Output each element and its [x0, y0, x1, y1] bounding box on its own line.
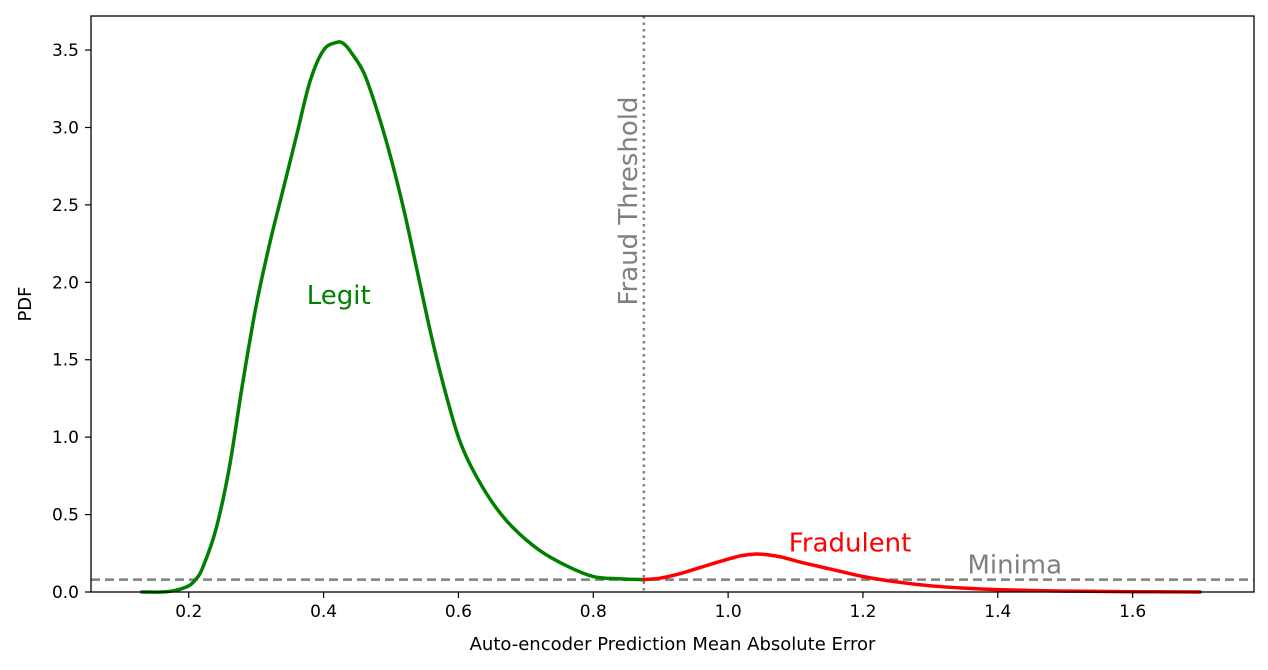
x-tick-label: 1.6: [1119, 602, 1146, 622]
y-tick-label: 3.0: [52, 118, 79, 138]
x-tick-label: 0.6: [445, 602, 472, 622]
x-axis-label: Auto-encoder Prediction Mean Absolute Er…: [470, 634, 876, 655]
x-tick-label: 0.8: [580, 602, 607, 622]
y-tick-label: 2.5: [52, 196, 79, 216]
x-tick-label: 1.4: [984, 602, 1011, 622]
x-tick-label: 1.0: [715, 602, 742, 622]
legit-annotation: Legit: [307, 281, 371, 311]
fradulent-annotation: Fradulent: [789, 529, 912, 559]
minima-annotation: Minima: [967, 550, 1062, 580]
y-tick-label: 2.0: [52, 273, 79, 293]
axes: 0.2 0.4 0.6 0.8 1.0 1.2 1.4 1.6 0.0 0.5 1.0 1.5 2.0 2…: [52, 15, 1255, 622]
series-curve-1: [139, 40, 646, 594]
x-tick-label: 0.2: [175, 602, 202, 622]
y-tick-label: 3.5: [52, 41, 79, 61]
y-tick-label: 1.5: [52, 351, 79, 371]
plot-area: [91, 16, 1254, 594]
x-tick-label: 1.2: [849, 602, 876, 622]
y-tick-label: 0.5: [52, 506, 79, 526]
y-tick-label: 1.0: [52, 428, 79, 448]
plot-frame: [90, 15, 1255, 593]
x-tick-label: 0.4: [310, 602, 337, 622]
fraud-threshold-annotation: Fraud Threshold: [614, 96, 644, 305]
y-axis-label: PDF: [15, 286, 36, 321]
series-curve-2: [642, 552, 1202, 594]
y-tick-label: 0.0: [52, 583, 79, 603]
